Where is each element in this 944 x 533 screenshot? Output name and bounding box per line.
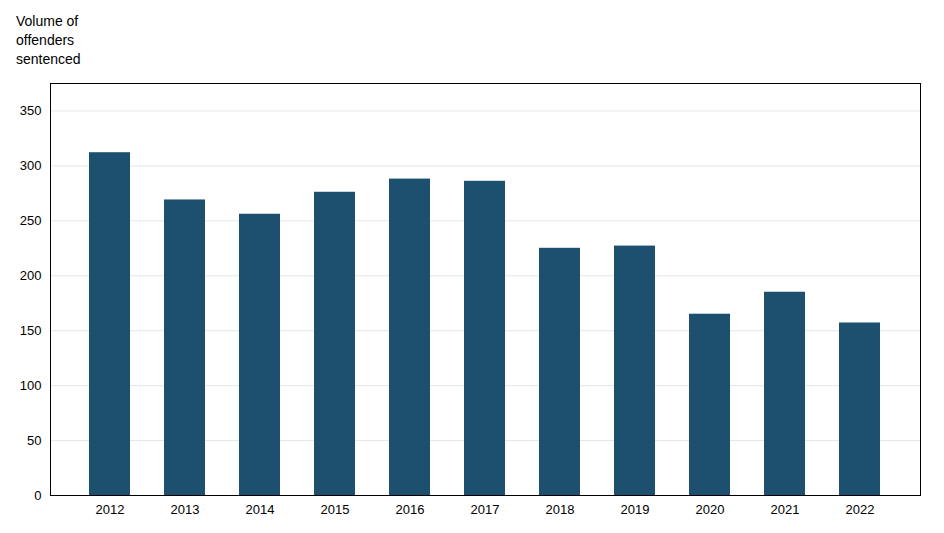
svg-text:100: 100 <box>20 377 42 392</box>
svg-text:2020: 2020 <box>696 501 725 516</box>
svg-text:2013: 2013 <box>171 501 200 516</box>
svg-text:2015: 2015 <box>321 501 350 516</box>
svg-text:200: 200 <box>20 268 42 283</box>
html-text:Volume of offenders sentenced: Volume of offenders sentenced <box>16 13 81 67</box>
svg-text:2017: 2017 <box>471 501 500 516</box>
svg-text:0: 0 <box>34 487 41 502</box>
svg-text:50: 50 <box>27 432 41 447</box>
svg-text:2021: 2021 <box>771 501 800 516</box>
svg-text:2022: 2022 <box>846 501 875 516</box>
svg-text:350: 350 <box>20 103 42 118</box>
svg-text:150: 150 <box>20 323 42 338</box>
svg-text:2018: 2018 <box>546 501 575 516</box>
svg-text:2016: 2016 <box>396 501 425 516</box>
svg-text:2019: 2019 <box>621 501 650 516</box>
svg-text:2014: 2014 <box>246 501 275 516</box>
svg-text:300: 300 <box>20 158 42 173</box>
svg-text:2012: 2012 <box>96 501 125 516</box>
svg-text:250: 250 <box>20 213 42 228</box>
